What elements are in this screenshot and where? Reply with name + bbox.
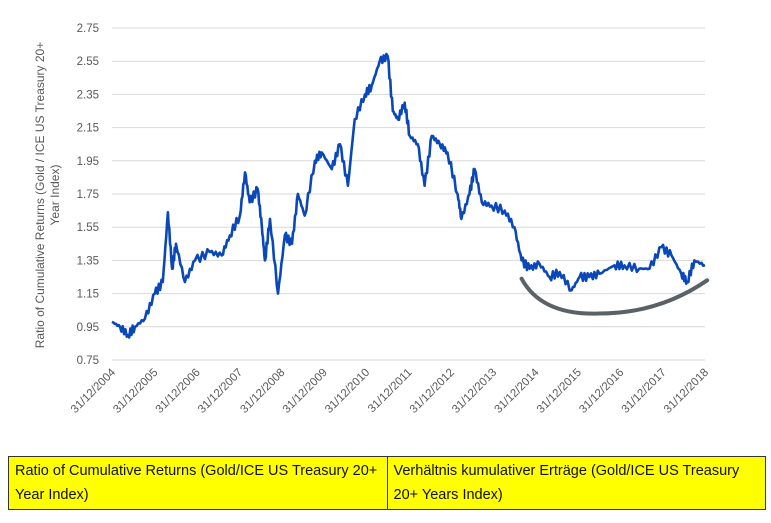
x-tick-label: 31/12/2013 (450, 367, 499, 416)
table-row: Ratio of Cumulative Returns (Gold/ICE US… (8, 456, 766, 510)
y-tick-label: 1.15 (77, 289, 99, 301)
x-tick-label: 31/12/2012 (408, 367, 457, 416)
y-tick-label: 2.15 (77, 123, 99, 135)
x-tick-label: 31/12/2016 (577, 367, 626, 416)
y-tick-label: 1.55 (77, 222, 99, 234)
series-line (111, 52, 706, 339)
german-cell: Verhältnis kumulativer Erträge (Gold/ICE… (386, 456, 766, 510)
y-tick-label: 1.35 (77, 255, 99, 267)
y-tick-label: 2.55 (77, 56, 99, 68)
y-tick-label: 0.75 (77, 355, 99, 367)
x-tick-label: 31/12/2018 (662, 367, 711, 416)
x-tick-label: 31/12/2017 (620, 367, 669, 416)
english-cell: Ratio of Cumulative Returns (Gold/ICE US… (8, 456, 388, 510)
x-tick-label: 31/12/2007 (196, 367, 245, 416)
translation-table: Ratio of Cumulative Returns (Gold/ICE US… (8, 456, 766, 510)
y-tick-label: 2.35 (77, 89, 99, 101)
y-tick-label: 1.95 (77, 156, 99, 168)
y-tick-label: 0.95 (77, 322, 99, 334)
y-tick-label: 1.75 (77, 189, 99, 201)
x-tick-label: 31/12/2009 (281, 367, 330, 416)
x-tick-label: 31/12/2005 (111, 367, 160, 416)
y-tick-label: 2.75 (77, 23, 99, 35)
x-tick-label: 31/12/2015 (535, 367, 584, 416)
annotation-trend-curve (519, 276, 710, 316)
x-tick-label: 31/12/2010 (323, 367, 372, 416)
x-tick-label: 31/12/2006 (154, 367, 203, 416)
x-tick-label: 31/12/2008 (238, 367, 287, 416)
line-chart: 0.75 0.95 1.15 1.35 1.55 1.75 1.95 2.15 2.35 2.55… (33, 23, 711, 416)
y-axis-label: Ratio of Cumulative Returns (Gold / ICE … (33, 42, 62, 348)
